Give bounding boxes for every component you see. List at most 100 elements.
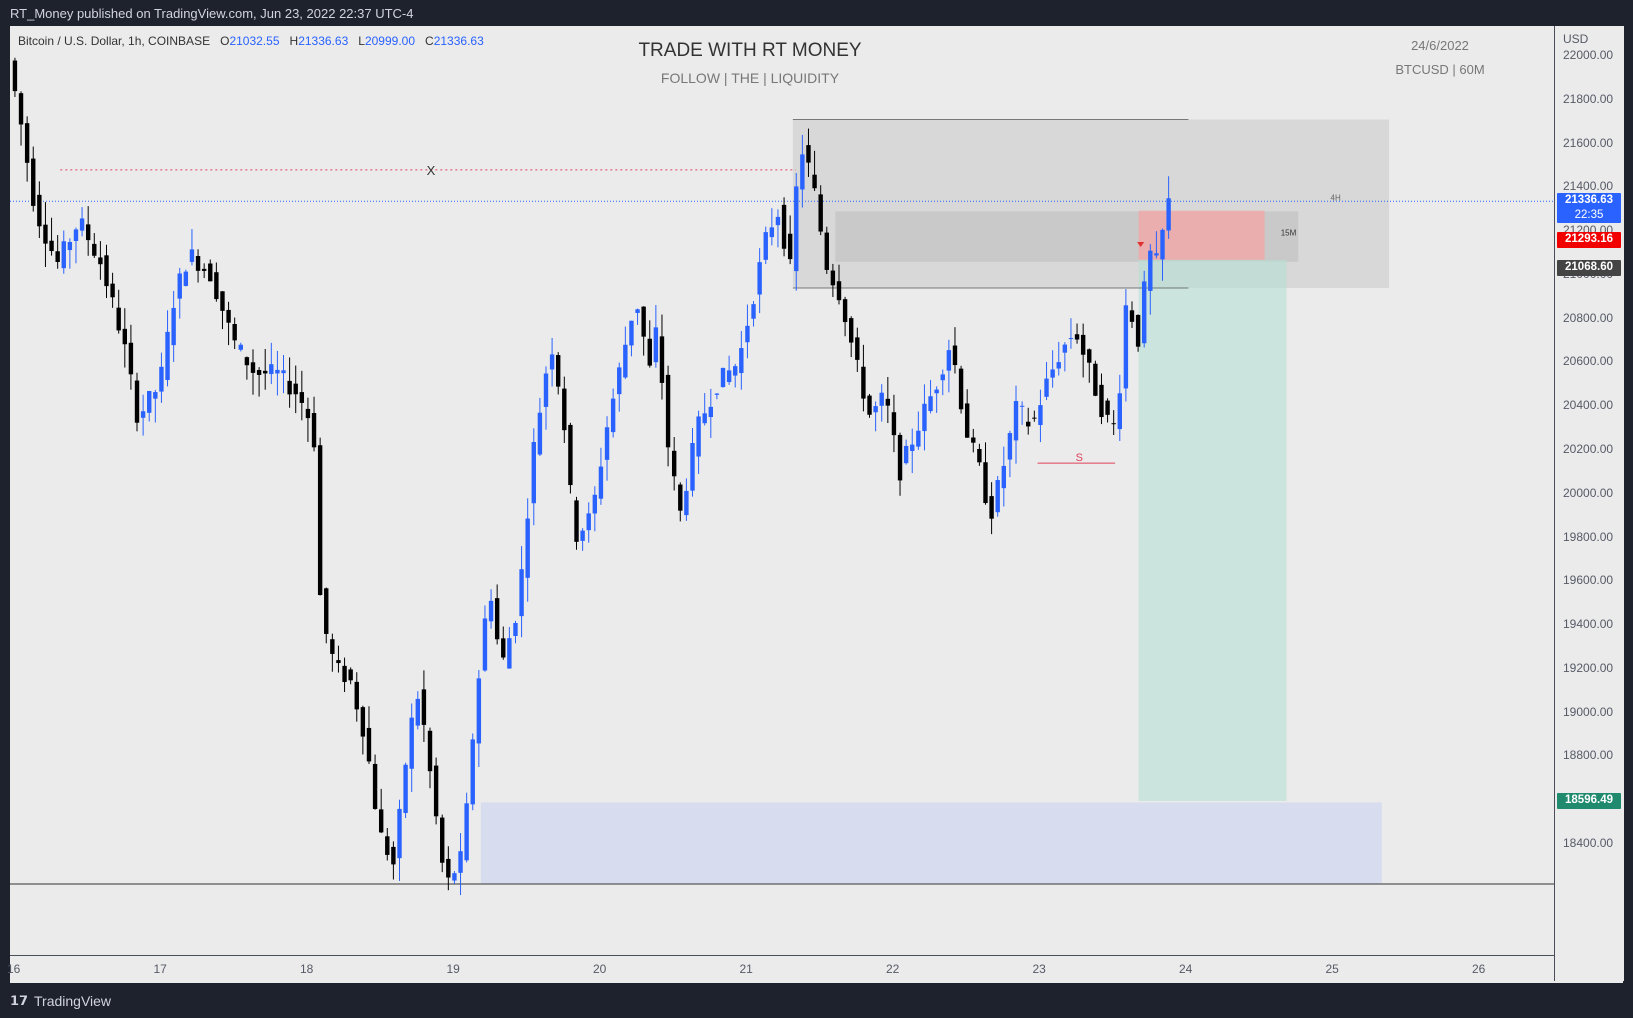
price-tick-label: 20600.00 — [1563, 354, 1614, 369]
candle-bear — [31, 158, 36, 206]
candle-bull — [995, 480, 1000, 513]
candle-bull — [690, 443, 695, 491]
price-axis[interactable]: USD 22000.00 21800.00 21600.00 21400.00 2120… — [1554, 26, 1624, 981]
candle-bear — [1074, 334, 1080, 340]
candle-bear — [952, 345, 958, 366]
open-label: O — [220, 34, 230, 48]
candle-bull — [275, 369, 280, 374]
candle-bull — [415, 698, 421, 726]
time-tick-label: 24 — [1179, 962, 1193, 976]
candle-bull — [940, 374, 945, 381]
chart-caption-title: TRADE WITH RT MONEY — [638, 40, 862, 61]
candle-bear — [43, 224, 48, 244]
open-value: 21032.55 — [229, 34, 280, 48]
candle-bear — [385, 836, 390, 855]
close-value: 21336.63 — [433, 34, 484, 48]
price-tick-label: 19400.00 — [1563, 617, 1614, 632]
candle-bull — [800, 154, 805, 190]
candle-bear — [208, 263, 213, 282]
candle-bear — [1105, 400, 1110, 415]
candle-bull — [946, 350, 952, 371]
candle-bear — [897, 434, 903, 481]
current-price-label: 21336.63 22:35 — [1557, 193, 1621, 224]
symbol-title[interactable]: Bitcoin / U.S. Dollar, 1h, COINBASE — [18, 34, 211, 48]
entry-price-label: 21068.60 — [1557, 260, 1621, 277]
candle-bull — [934, 389, 939, 394]
chart-pane[interactable]: X 4H 15M S Bitcoin / U.S. Dollar, 1h, COINB… — [7, 26, 1624, 984]
candle-bull — [1013, 401, 1019, 441]
candle-bull — [458, 851, 463, 873]
candle-bull — [183, 271, 189, 286]
candle-bull — [1160, 229, 1165, 260]
candle-bull — [537, 412, 543, 455]
plot-area[interactable]: X 4H 15M S — [10, 26, 1554, 920]
x-mark-label: X — [427, 163, 436, 178]
candle-bear — [214, 272, 219, 300]
candle-bear — [421, 689, 427, 725]
time-tick-label: 17 — [153, 962, 167, 976]
candle-bear — [317, 445, 323, 596]
candle-bull — [531, 442, 536, 504]
candle-bear — [861, 366, 866, 399]
candle-bear — [116, 307, 121, 331]
candle-bull — [1166, 198, 1171, 231]
tradingview-logo-icon[interactable]: 𝟭𝟳 — [10, 993, 29, 1008]
price-tick-label: 20200.00 — [1563, 442, 1614, 456]
price-tick-label: 20000.00 — [1563, 485, 1614, 500]
candle-bull — [739, 348, 744, 374]
candle-bull — [617, 367, 622, 395]
candle-bull — [794, 186, 799, 272]
candle-bull — [1044, 378, 1049, 397]
candle-bear — [1099, 384, 1104, 418]
chart-caption-date: 24/6/2022 — [1411, 38, 1469, 53]
high-value: 21336.63 — [298, 34, 349, 48]
candle-bear — [220, 291, 225, 311]
candle-bear — [49, 240, 54, 252]
candle-bear — [568, 424, 573, 486]
candle-bull — [1056, 362, 1061, 369]
candle-bear — [201, 268, 207, 271]
candle-bear — [232, 324, 237, 341]
candle-bear — [85, 224, 91, 241]
candle-bull — [543, 373, 549, 407]
candle-bear — [1080, 334, 1086, 355]
candle-bull — [1068, 338, 1074, 340]
candle-bear — [427, 730, 433, 772]
candle-bear — [92, 243, 97, 256]
candle-bear — [836, 281, 842, 301]
candle-bull — [1148, 250, 1153, 291]
candle-countdown: 22:35 — [1574, 209, 1604, 222]
candle-bear — [195, 256, 201, 271]
candlestick-chart[interactable]: X 4H 15M S — [10, 26, 1554, 920]
candle-bear — [391, 846, 396, 865]
candle-bear — [263, 370, 268, 374]
candle-bear — [122, 328, 128, 345]
candle-bear — [1093, 363, 1098, 396]
candle-bear — [128, 342, 134, 375]
chart-caption-symbol: BTCUSD | 60M — [1395, 62, 1485, 77]
candle-bear — [244, 357, 250, 366]
candle-bear — [18, 93, 24, 125]
zone-stop — [1138, 210, 1265, 260]
candle-bear — [336, 660, 341, 664]
candle-bear — [366, 727, 372, 762]
candle-bear — [964, 403, 970, 438]
candle-bear — [360, 707, 366, 737]
candle-bull — [910, 444, 915, 451]
candle-bear — [665, 374, 671, 448]
candle-bear — [641, 306, 646, 337]
candle-bear — [324, 588, 329, 634]
candle-bear — [885, 398, 891, 406]
s-mark-label: S — [1076, 452, 1083, 464]
candle-bull — [549, 354, 555, 370]
tradingview-brand[interactable]: TradingView — [34, 993, 112, 1009]
candle-bear — [855, 337, 860, 360]
candle-bear — [1032, 417, 1037, 419]
candle-bull — [165, 331, 170, 381]
candle-bear — [494, 598, 500, 640]
candle-bear — [287, 380, 292, 395]
candle-bear — [849, 318, 854, 343]
price-tick-label: 22000.00 — [1563, 48, 1614, 62]
candle-bull — [1038, 405, 1043, 426]
time-axis[interactable]: 16 17 18 19 20 21 22 23 24 25 26 — [7, 955, 1554, 984]
